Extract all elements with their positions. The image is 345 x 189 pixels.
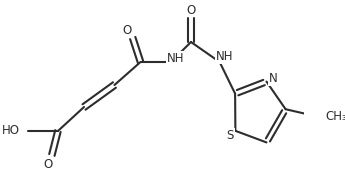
Text: N: N bbox=[269, 72, 278, 85]
Text: O: O bbox=[44, 157, 53, 170]
Text: NH: NH bbox=[216, 50, 234, 64]
Text: HO: HO bbox=[2, 125, 20, 138]
Text: S: S bbox=[226, 129, 234, 142]
Text: O: O bbox=[123, 25, 132, 37]
Text: O: O bbox=[186, 4, 196, 16]
Text: CH₃: CH₃ bbox=[326, 110, 345, 123]
Text: NH: NH bbox=[167, 51, 184, 64]
